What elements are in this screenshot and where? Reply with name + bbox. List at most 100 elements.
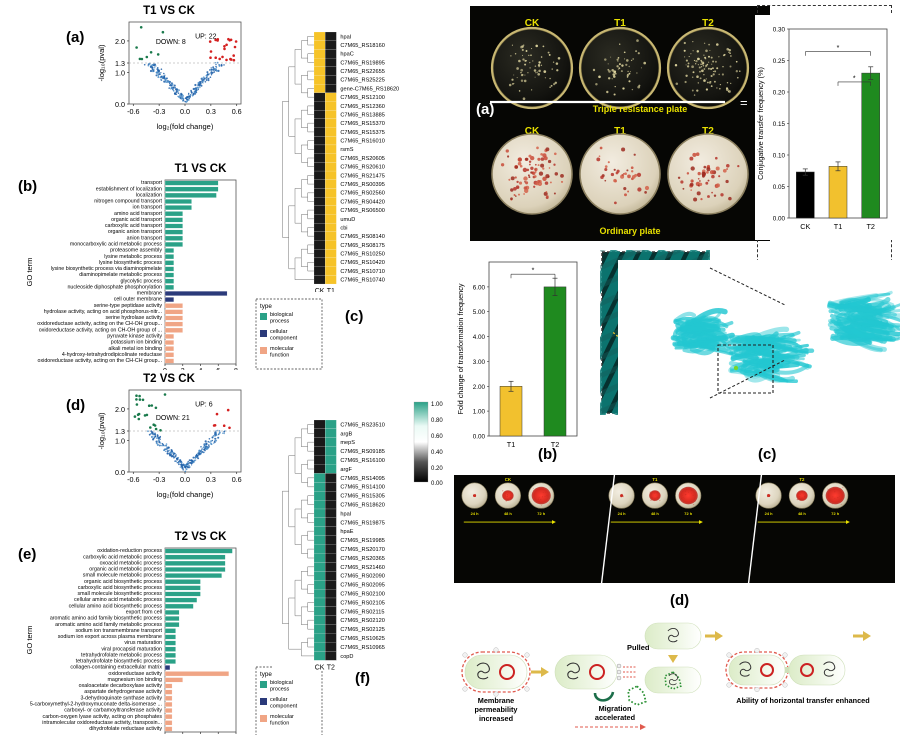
svg-text:hpaI: hpaI	[340, 511, 351, 517]
svg-text:(a): (a)	[476, 101, 494, 118]
svg-text:C7M65_RS20170: C7M65_RS20170	[340, 547, 384, 553]
svg-text:0.20: 0.20	[431, 466, 443, 472]
svg-text:48 h: 48 h	[798, 511, 806, 516]
svg-text:cellular amino acid biosynthet: cellular amino acid biosynthetic process	[69, 603, 163, 609]
svg-text:type: type	[260, 303, 272, 310]
svg-text:copD: copD	[340, 654, 353, 660]
svg-text:Triple resistance plate: Triple resistance plate	[593, 104, 688, 114]
svg-text:function: function	[270, 353, 289, 359]
svg-text:alkali metal ion binding: alkali metal ion binding	[108, 346, 162, 352]
svg-text:transport: transport	[141, 180, 162, 186]
svg-text:C7M65_RS02560: C7M65_RS02560	[340, 191, 384, 197]
svg-text:0.05: 0.05	[773, 184, 786, 191]
svg-text:oxidoreductase activity, actin: oxidoreductase activity, acting on CH-OH…	[39, 327, 162, 333]
svg-text:0.0: 0.0	[115, 468, 125, 477]
svg-text:amino acid transport: amino acid transport	[114, 211, 163, 217]
svg-text:anion transport: anion transport	[127, 235, 163, 241]
svg-text:aspartate dehydrogenase activi: aspartate dehydrogenase activity	[84, 689, 162, 695]
svg-text:T2: T2	[866, 222, 875, 231]
svg-text:component: component	[270, 336, 298, 342]
svg-text:C7M65_RS15375: C7M65_RS15375	[340, 130, 384, 136]
svg-text:cellular amino acid metabolic: cellular amino acid metabolic process	[74, 597, 162, 603]
svg-text:viral procapsid maturation: viral procapsid maturation	[101, 646, 162, 652]
svg-text:biological: biological	[270, 680, 293, 686]
svg-text:C7M65_RS02100: C7M65_RS02100	[340, 592, 384, 598]
svg-text:Migration: Migration	[599, 704, 632, 713]
svg-text:0.0: 0.0	[180, 107, 190, 116]
svg-text:DOWN: 21: DOWN: 21	[156, 415, 190, 422]
svg-text:process: process	[270, 687, 290, 693]
svg-text:*: *	[853, 75, 856, 82]
svg-text:3-dehydroquinate synthase acti: 3-dehydroquinate synthase activity	[80, 695, 162, 701]
svg-text:log₂(fold change): log₂(fold change)	[157, 490, 214, 499]
svg-text:*: *	[837, 45, 840, 52]
svg-text:C7M65_RS10710: C7M65_RS10710	[340, 269, 384, 275]
svg-text:C7M65_RS02125: C7M65_RS02125	[340, 627, 384, 633]
svg-text:C7M65_RS23510: C7M65_RS23510	[340, 422, 384, 428]
svg-text:lysine metabolic process: lysine metabolic process	[104, 254, 162, 260]
svg-text:permeability: permeability	[475, 705, 519, 714]
svg-text:T1: T1	[652, 477, 658, 482]
svg-text:2.0: 2.0	[115, 405, 125, 414]
svg-text:function: function	[270, 721, 289, 727]
svg-text:UP: 6: UP: 6	[195, 401, 213, 408]
svg-text:hpaI: hpaI	[340, 34, 351, 40]
svg-text:dihydrofolate reductase activi: dihydrofolate reductase activity	[89, 726, 162, 732]
svg-text:carboxylic acid transport: carboxylic acid transport	[105, 223, 163, 229]
svg-text:C7M65_RS12100: C7M65_RS12100	[340, 95, 384, 101]
svg-text:Pulled: Pulled	[627, 643, 650, 652]
svg-text:ion transport: ion transport	[133, 205, 163, 211]
svg-text:0.6: 0.6	[232, 107, 242, 116]
svg-text:oxaloacetate decarboxylase act: oxaloacetate decarboxylase activity	[79, 683, 163, 689]
svg-text:0.0: 0.0	[115, 100, 125, 109]
svg-text:0.3: 0.3	[206, 475, 216, 484]
svg-text:molecular: molecular	[270, 714, 294, 720]
svg-text:gene-C7M65_RS18620: gene-C7M65_RS18620	[340, 86, 399, 92]
svg-text:umuD: umuD	[340, 217, 355, 223]
svg-text:cell outer membrane: cell outer membrane	[114, 297, 162, 303]
svg-text:C7M65_RS12360: C7M65_RS12360	[340, 104, 384, 110]
svg-text:0.30: 0.30	[773, 27, 786, 34]
svg-text:DOWN: 8: DOWN: 8	[156, 39, 186, 46]
svg-text:oxidoreductase activity, actin: oxidoreductase activity, acting on the C…	[37, 321, 162, 327]
svg-text:intramolecular oxidoreductase: intramolecular oxidoreductase activity, …	[42, 720, 162, 726]
svg-text:T1: T1	[834, 222, 843, 231]
svg-text:oxidation-reduction process: oxidation-reduction process	[97, 548, 162, 554]
svg-text:glycolytic process: glycolytic process	[120, 278, 162, 284]
svg-text:24 h: 24 h	[618, 511, 626, 516]
svg-text:hpaE: hpaE	[340, 529, 353, 535]
svg-text:UP: 22: UP: 22	[195, 33, 217, 40]
svg-text:carboxyl- or carbamoyltransfer: carboxyl- or carbamoyltransferase activi…	[64, 708, 162, 714]
svg-text:C7M65_RS25225: C7M65_RS25225	[340, 78, 384, 84]
svg-text:establishment of localization: establishment of localization	[96, 186, 162, 192]
svg-text:0.10: 0.10	[773, 153, 786, 160]
svg-text:0.80: 0.80	[431, 418, 443, 424]
svg-text:48 h: 48 h	[504, 511, 512, 516]
svg-text:C7M65_RS16010: C7M65_RS16010	[340, 139, 384, 145]
svg-text:oxidoreductase activity, actin: oxidoreductase activity, acting on the C…	[38, 358, 162, 364]
svg-text:C7M65_RS20610: C7M65_RS20610	[340, 165, 384, 171]
svg-text:nitrogen compound transport: nitrogen compound transport	[94, 199, 162, 205]
svg-text:C7M65_RS18160: C7M65_RS18160	[340, 43, 384, 49]
svg-text:T1 VS CK: T1 VS CK	[143, 5, 195, 17]
svg-text:organic acid biosynthetic proc: organic acid biosynthetic process	[84, 579, 162, 585]
svg-text:small molecule biosynthetic pr: small molecule biosynthetic process	[78, 591, 163, 597]
svg-text:monocarboxylic acid metabolic: monocarboxylic acid metabolic process	[70, 242, 162, 248]
svg-text:C7M65_RS19895: C7M65_RS19895	[340, 60, 384, 66]
svg-text:CK: CK	[505, 477, 512, 482]
svg-text:potassium ion binding: potassium ion binding	[111, 340, 162, 346]
svg-text:export from cell: export from cell	[126, 610, 162, 616]
svg-text:0.20: 0.20	[773, 90, 786, 97]
svg-text:organic acid metabolic process: organic acid metabolic process	[89, 567, 162, 573]
svg-text:GO term: GO term	[25, 626, 34, 655]
svg-text:rsmS: rsmS	[340, 147, 353, 153]
svg-text:carbon-oxygen lyase activity,: carbon-oxygen lyase activity, acting on …	[43, 714, 163, 720]
svg-text:1.0: 1.0	[115, 436, 125, 445]
svg-text:oxoacid metabolic process: oxoacid metabolic process	[100, 560, 163, 566]
svg-text:process: process	[270, 319, 290, 325]
svg-text:log₂(fold change): log₂(fold change)	[157, 122, 214, 131]
svg-text:C7M65_RS15370: C7M65_RS15370	[340, 121, 384, 127]
svg-text:Fold change of transformation: Fold change of transformation frequency	[456, 283, 465, 414]
svg-text:C7M65_RS08175: C7M65_RS08175	[340, 243, 384, 249]
svg-text:carboxylic acid metabolic proc: carboxylic acid metabolic process	[83, 554, 162, 560]
